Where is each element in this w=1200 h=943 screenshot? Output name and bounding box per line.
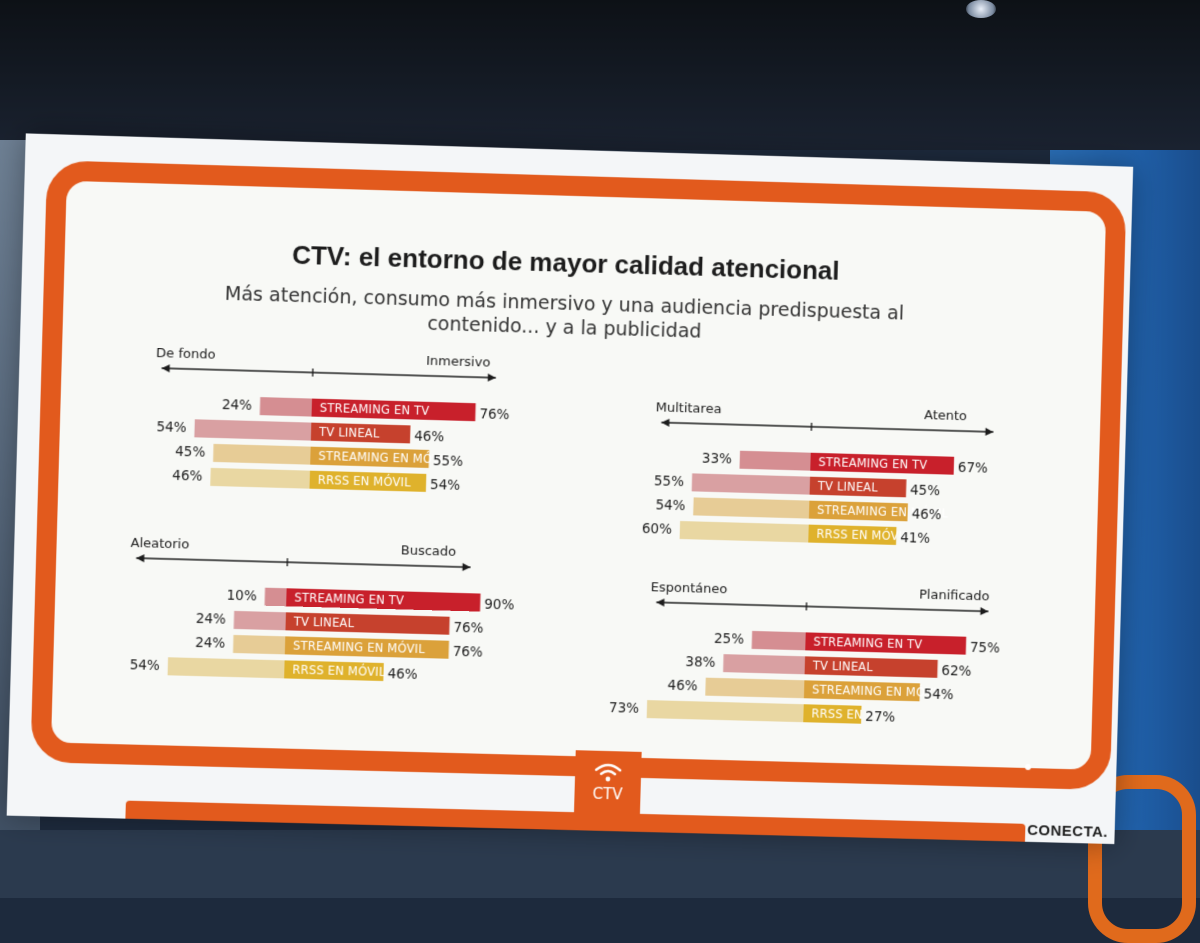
bar-left — [680, 521, 809, 543]
bar-left — [168, 657, 285, 678]
value-right: 62% — [941, 663, 971, 680]
room-ceiling — [0, 0, 1200, 150]
slide-subtitle: Más atención, consumo más inmersivo y un… — [183, 281, 944, 351]
value-left: 54% — [156, 419, 187, 436]
chart-multitarea-atento: MultitareaAtentoSTREAMING EN TV33%67%TV … — [618, 397, 1091, 590]
value-left: 24% — [222, 397, 253, 414]
axis-arrow-left — [656, 598, 664, 606]
axis-label-right: Planificado — [919, 588, 990, 605]
axis-label-left: Espontáneo — [651, 580, 728, 597]
axis-line — [162, 368, 496, 378]
axis-label-left: De fondo — [156, 346, 216, 363]
axis-arrow-right — [488, 374, 496, 382]
value-right: 76% — [453, 620, 483, 637]
value-left: 38% — [685, 654, 715, 671]
value-right: 41% — [900, 530, 930, 547]
bar-left — [752, 631, 806, 650]
bar-category-label: TV LINEAL — [813, 659, 873, 675]
axis-arrow-right — [462, 563, 470, 571]
value-left: 25% — [714, 631, 744, 648]
axis-arrow-left — [162, 364, 170, 372]
bar-left — [210, 468, 310, 489]
bar-category-label: TV LINEAL — [818, 479, 878, 495]
value-left: 46% — [667, 678, 697, 695]
ceiling-lamp — [966, 0, 996, 18]
axis-arrow-left — [661, 419, 669, 427]
value-right: 46% — [911, 506, 941, 523]
value-left: 24% — [195, 635, 226, 652]
tv-screen: CTV: el entorno de mayor calidad atencio… — [51, 181, 1106, 770]
value-left: 10% — [226, 588, 257, 605]
value-right: 90% — [484, 597, 514, 614]
value-right: 54% — [923, 686, 953, 703]
axis-label-left: Aleatorio — [130, 536, 189, 553]
bar-left — [265, 588, 287, 607]
axis-line — [136, 558, 470, 567]
presentation-slide: CTV: el entorno de mayor calidad atencio… — [7, 133, 1134, 844]
value-left: 54% — [129, 657, 160, 674]
ctv-label: CTV — [574, 784, 640, 804]
bar-category-label: TV LINEAL — [319, 425, 380, 441]
bar-category-label: STREAMING EN TV — [813, 635, 922, 652]
axis-arrow-left — [136, 554, 144, 562]
value-right: 75% — [970, 640, 1000, 657]
value-right: 76% — [453, 644, 483, 661]
bar-left — [213, 444, 311, 465]
value-right: 67% — [958, 460, 988, 477]
value-left: 73% — [609, 700, 639, 717]
axis-label-left: Multitarea — [656, 400, 722, 417]
value-right: 55% — [433, 453, 463, 470]
bar-left — [705, 678, 804, 699]
bar-left — [194, 419, 311, 440]
bar-category-label: RRSS EN MÓVIL — [816, 527, 909, 544]
bar-left — [723, 654, 805, 674]
bar-category-label: RRSS EN MÓVIL — [318, 473, 411, 490]
bar-left — [647, 700, 804, 722]
bar-category-label: TV LINEAL — [294, 615, 355, 631]
bar-left — [692, 473, 810, 494]
bar-left — [740, 451, 811, 471]
bar-left — [234, 611, 286, 630]
bar-left — [693, 497, 809, 518]
chart-de-fondo-inmersivo: De fondoInmersivoSTREAMING EN TV24%76%TV… — [118, 343, 594, 536]
value-right: 54% — [430, 477, 460, 494]
value-right: 46% — [414, 429, 445, 446]
axis-arrow-right — [980, 607, 988, 615]
brand-logo-text: CONECTA. — [1027, 822, 1108, 841]
value-right: 46% — [387, 666, 418, 683]
value-left: 55% — [654, 473, 684, 490]
value-right: 27% — [865, 709, 895, 726]
bar-left — [260, 397, 312, 416]
wifi-icon — [593, 761, 624, 784]
value-left: 54% — [655, 497, 685, 514]
value-left: 33% — [702, 451, 732, 468]
value-left: 46% — [172, 468, 203, 485]
axis-arrow-right — [985, 428, 993, 436]
value-right: 76% — [479, 406, 509, 423]
value-right: 45% — [910, 482, 940, 499]
axis-label-right: Inmersivo — [426, 354, 491, 371]
axis-line — [661, 423, 993, 432]
axis-label-right: Atento — [924, 408, 967, 424]
axis-label-right: Buscado — [401, 543, 457, 560]
bar-category-label: STREAMING EN TV — [294, 590, 404, 607]
value-left: 45% — [175, 444, 206, 461]
bar-category-label: RRSS EN MÓVIL — [292, 663, 385, 680]
tv-frame: CTV: el entorno de mayor calidad atencio… — [30, 160, 1126, 790]
value-left: 60% — [642, 521, 672, 538]
bar-left — [233, 635, 285, 654]
chart-aleatorio-buscado: Aleatorio Buscado STREAMING EN TV 10% 90% TV … — [92, 533, 568, 726]
chart-espontaneo-planificado: Espontáneo Planificado STREAMING EN TV 25% 7… — [613, 577, 1086, 769]
value-left: 24% — [196, 611, 227, 628]
axis-line — [656, 602, 988, 611]
